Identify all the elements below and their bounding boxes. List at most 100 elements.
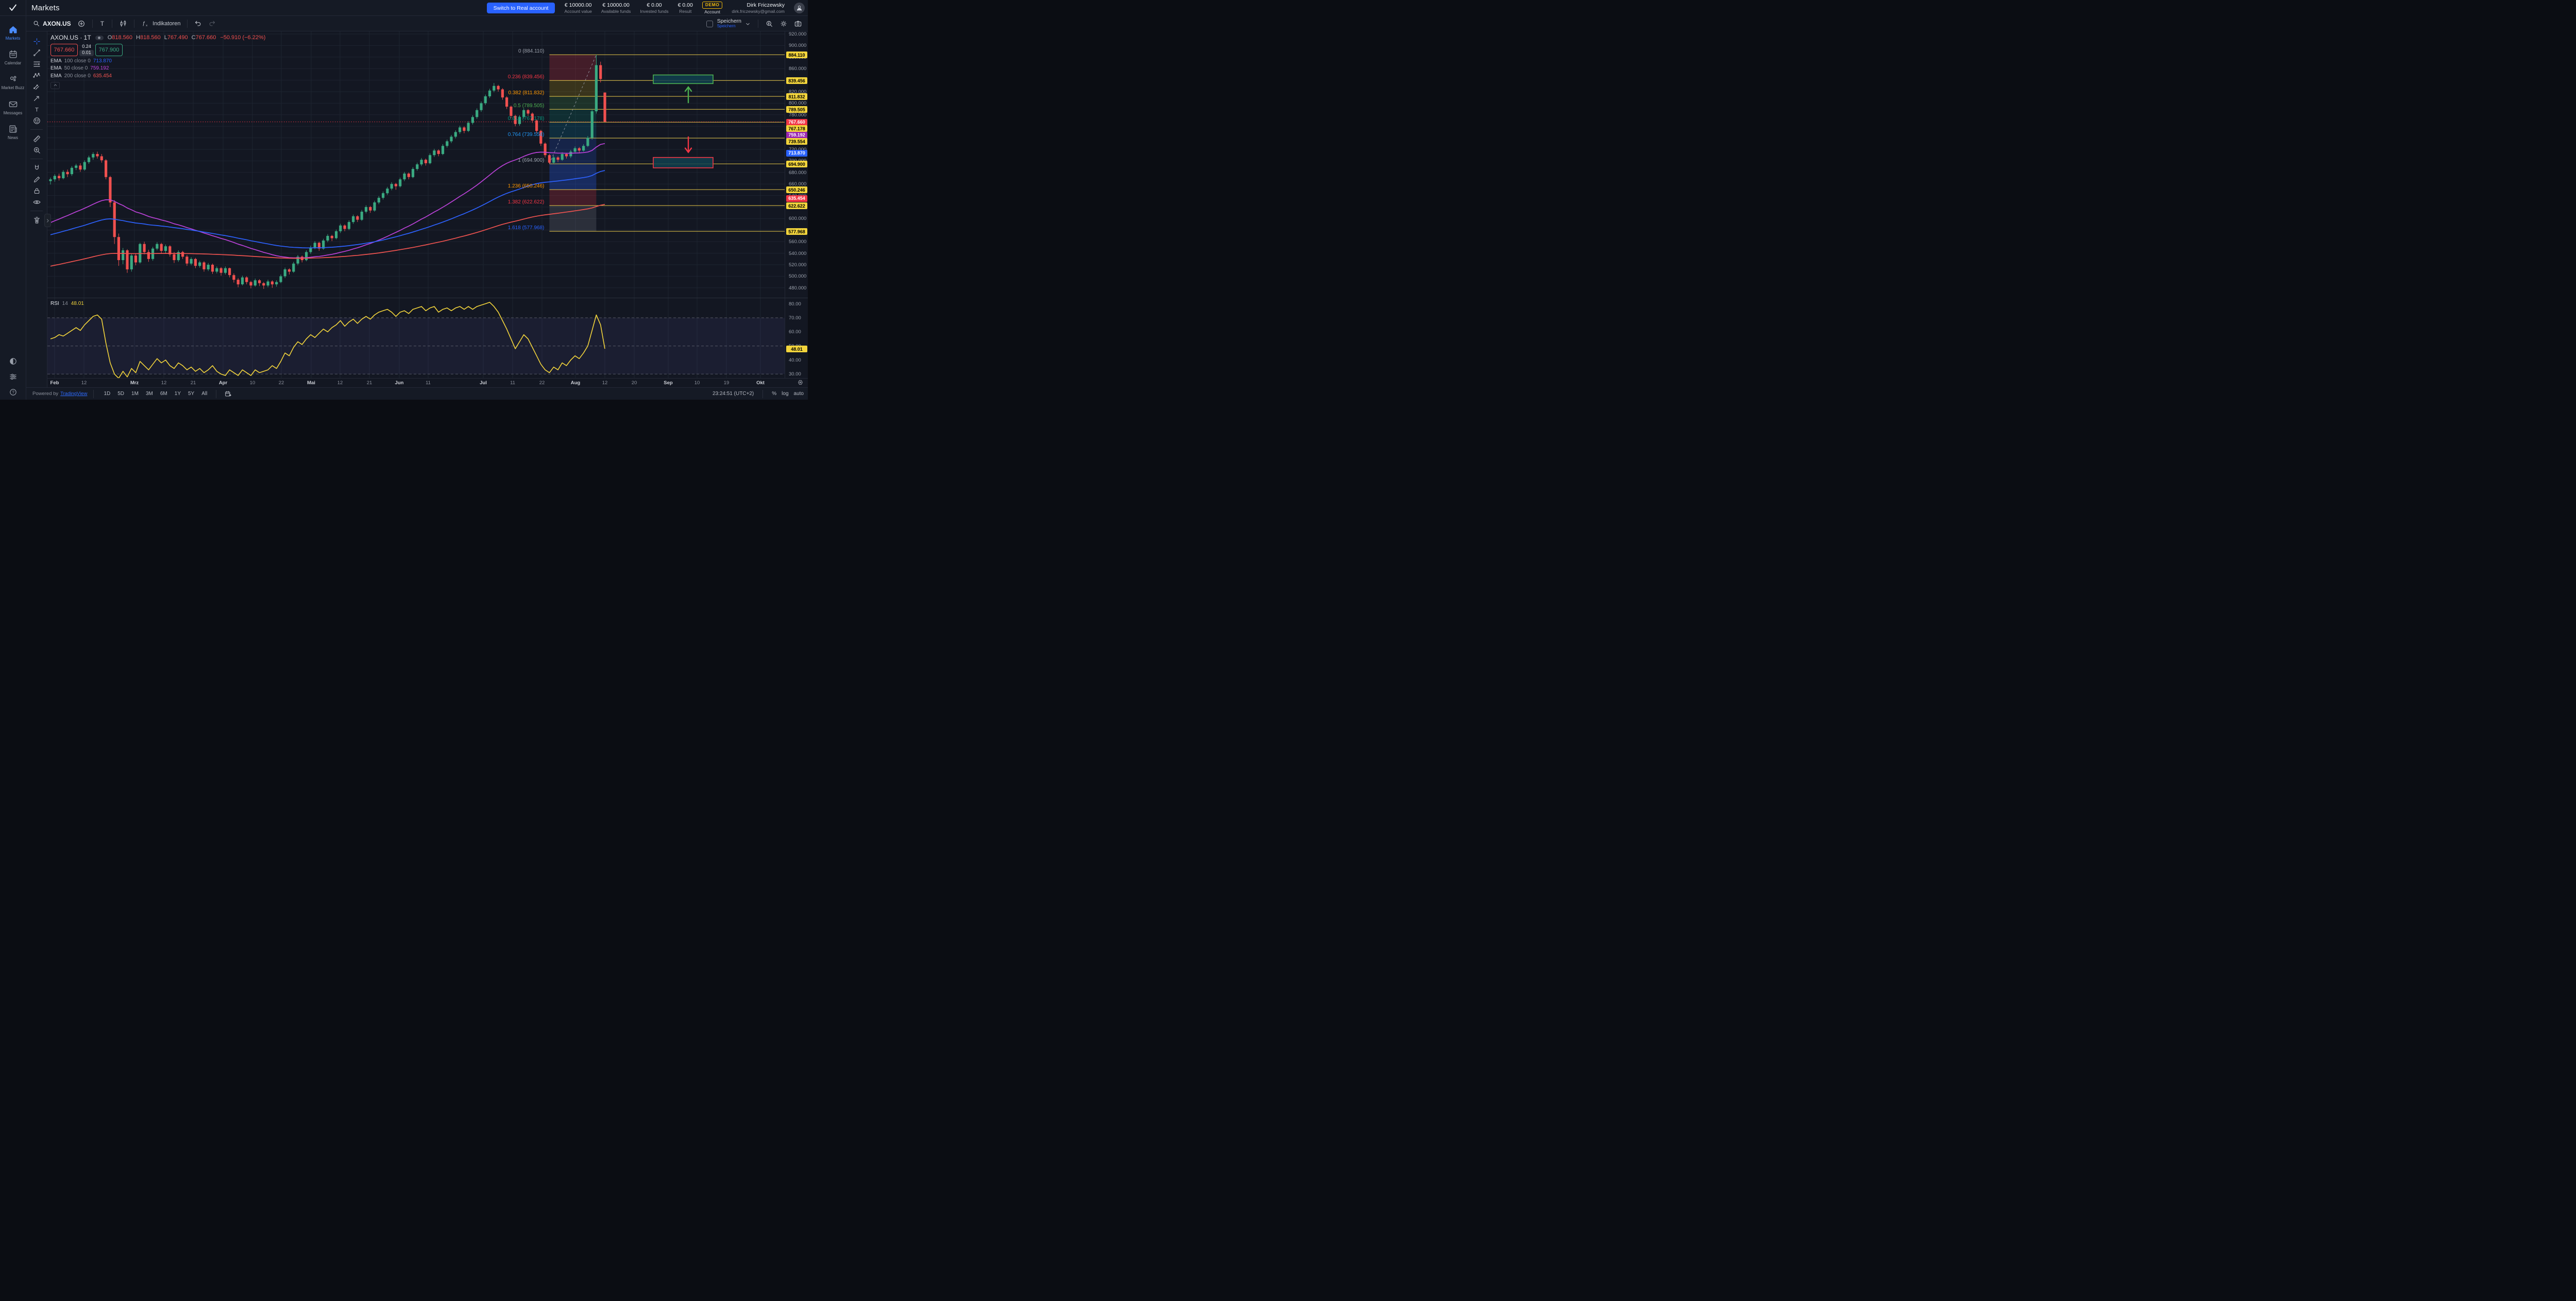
fib-label: 0.618 (767.178) <box>508 116 545 122</box>
rsi-tick: 30.00 <box>789 371 801 378</box>
tool-drawing-mode[interactable] <box>29 174 44 185</box>
sidebar-item-market-buzz[interactable]: Market Buzz <box>0 74 26 90</box>
powered-by: Powered by TradingView <box>32 391 88 397</box>
range-1d[interactable]: 1D <box>104 391 111 397</box>
time-tick-12: 12 <box>602 380 608 386</box>
tool-projection[interactable] <box>29 81 44 92</box>
target-zone-box-red[interactable] <box>653 157 714 168</box>
user-info[interactable]: Dirk Friczewsky dirk.friczewsky@gmail.co… <box>732 2 785 14</box>
tool-zoom-in[interactable] <box>29 144 44 156</box>
spread: 0.24 0.01 <box>78 44 95 56</box>
drawing-toolbar: T <box>26 31 47 387</box>
time-tick-12: 12 <box>337 380 343 386</box>
price-badge-650.246: 650.246 <box>786 186 807 194</box>
tool-emoji[interactable] <box>29 115 44 126</box>
compare-add-symbol-button[interactable] <box>74 18 89 29</box>
legend-collapse-caret[interactable] <box>50 81 60 89</box>
range-5y[interactable]: 5Y <box>188 391 195 397</box>
scale-mode-auto[interactable]: auto <box>793 391 804 397</box>
rsi-legend[interactable]: RSI 14 48.01 <box>50 301 84 306</box>
price-badge-635.454: 635.454 <box>786 195 807 202</box>
rsi-pane[interactable]: RSI 14 48.01 <box>47 298 785 378</box>
sidebar-item-calendar[interactable]: Calendar <box>0 49 26 65</box>
redo-button[interactable] <box>205 18 219 29</box>
up-arrow-annotation[interactable] <box>684 86 692 104</box>
theme-toggle-icon[interactable] <box>9 357 18 366</box>
time-tick-21: 21 <box>366 380 372 386</box>
tool-crosshair[interactable] <box>29 36 44 47</box>
range-5d[interactable]: 5D <box>117 391 125 397</box>
clock[interactable]: 23:24:51 (UTC+2) <box>712 391 754 397</box>
interval-button[interactable]: T <box>100 20 105 27</box>
scale-mode-%[interactable]: % <box>772 391 777 397</box>
camera-snapshot-icon[interactable] <box>791 18 805 29</box>
scale-mode-log[interactable]: log <box>782 391 789 397</box>
chevron-down-icon[interactable] <box>741 19 754 29</box>
symbol-search-button[interactable]: AXON.US <box>29 18 74 29</box>
sidebar-item-news[interactable]: News <box>0 124 26 140</box>
undo-button[interactable] <box>191 18 205 29</box>
fib-label: 0.5 (789.505) <box>514 103 545 109</box>
sell-button[interactable]: 767.660 <box>50 44 78 56</box>
time-tick-11: 11 <box>426 380 431 386</box>
svg-text:ƒ: ƒ <box>142 21 145 26</box>
switch-to-real-account-button[interactable]: Switch to Real account <box>486 3 555 13</box>
tool-measure[interactable] <box>29 133 44 144</box>
chart-style-button[interactable] <box>116 18 130 29</box>
tool-arrow-marker[interactable] <box>29 92 44 104</box>
price-badge-767.178: 767.178 <box>786 125 807 132</box>
tool-fib-retracement[interactable] <box>29 58 44 70</box>
price-axis[interactable]: 920.000900.000880.000860.000840.000820.0… <box>785 31 808 378</box>
chart-legend: AXON.US · 1T O818.560 H818.560 L767.490 C76… <box>50 34 265 89</box>
tool-xabcd-pattern[interactable] <box>29 70 44 81</box>
time-axis[interactable]: Feb 12 Mrz 12 21 Apr 10 22 Mai 12 21 Jun 11 Jul 11 22 Au… <box>26 378 808 387</box>
price-badge-694.900: 694.900 <box>786 161 807 168</box>
display-settings-icon[interactable] <box>9 372 18 381</box>
tool-magnet[interactable] <box>29 162 44 174</box>
price-tick: 660.000 <box>789 181 807 187</box>
ema-legend-row[interactable]: EMA 200 close 0 635.454 <box>50 73 112 79</box>
calendar-icon <box>8 49 18 59</box>
range-3m[interactable]: 3M <box>145 391 153 397</box>
ema-legend-row[interactable]: EMA 50 close 0 759.192 <box>50 65 109 71</box>
gear-icon[interactable] <box>776 18 791 29</box>
app-header: Markets Switch to Real account € 10000.0… <box>0 0 808 16</box>
tradingview-link[interactable]: TradingView <box>60 391 88 397</box>
sidebar-item-messages[interactable]: Messages <box>0 99 26 115</box>
down-arrow-annotation[interactable] <box>684 136 692 153</box>
go-to-date-icon[interactable] <box>222 389 235 399</box>
tool-lock-all[interactable] <box>29 185 44 196</box>
brand-logo-check-icon[interactable] <box>0 0 26 16</box>
help-icon[interactable]: ? <box>9 388 18 397</box>
sidebar-item-markets[interactable]: Markets <box>0 25 26 41</box>
avatar[interactable] <box>794 3 805 13</box>
tool-trend-line[interactable] <box>29 47 44 58</box>
ema-legend-row[interactable]: EMA 100 close 0 713.870 <box>50 58 112 64</box>
panel-expand-tab[interactable] <box>44 214 51 227</box>
chart-canvas[interactable]: 0 (884.110) 0.236 (839.456) 0.382 (811.832… <box>47 31 785 298</box>
range-6m[interactable]: 6M <box>160 391 167 397</box>
price-tick: 680.000 <box>789 169 807 176</box>
price-badge-767.660: 767.660 <box>786 118 807 126</box>
fib-label: 0.382 (811.832) <box>509 90 545 96</box>
legend-visibility-toggle[interactable] <box>95 35 104 40</box>
quick-search-icon[interactable] <box>762 18 776 29</box>
tool-remove-all[interactable] <box>29 214 44 226</box>
tool-text-tool[interactable]: T <box>29 104 44 115</box>
legend-symbol[interactable]: AXON.US · 1T <box>50 34 91 41</box>
fib-label: 1.382 (622.622) <box>508 199 545 205</box>
save-layout-button[interactable]: Speichern Speichern <box>717 18 741 29</box>
buy-button[interactable]: 767.900 <box>95 44 123 56</box>
range-1y[interactable]: 1Y <box>174 391 181 397</box>
support-zone-box-green[interactable] <box>653 74 714 84</box>
save-layout-checkbox[interactable] <box>706 20 713 27</box>
axis-settings-hexagon-icon[interactable] <box>797 379 804 386</box>
tool-hide-all[interactable] <box>29 196 44 208</box>
price-tick: 540.000 <box>789 250 807 256</box>
time-tick-Aug: Aug <box>570 380 581 386</box>
rsi-tick: 70.00 <box>789 315 801 321</box>
range-1m[interactable]: 1M <box>131 391 139 397</box>
range-all[interactable]: All <box>201 391 208 397</box>
